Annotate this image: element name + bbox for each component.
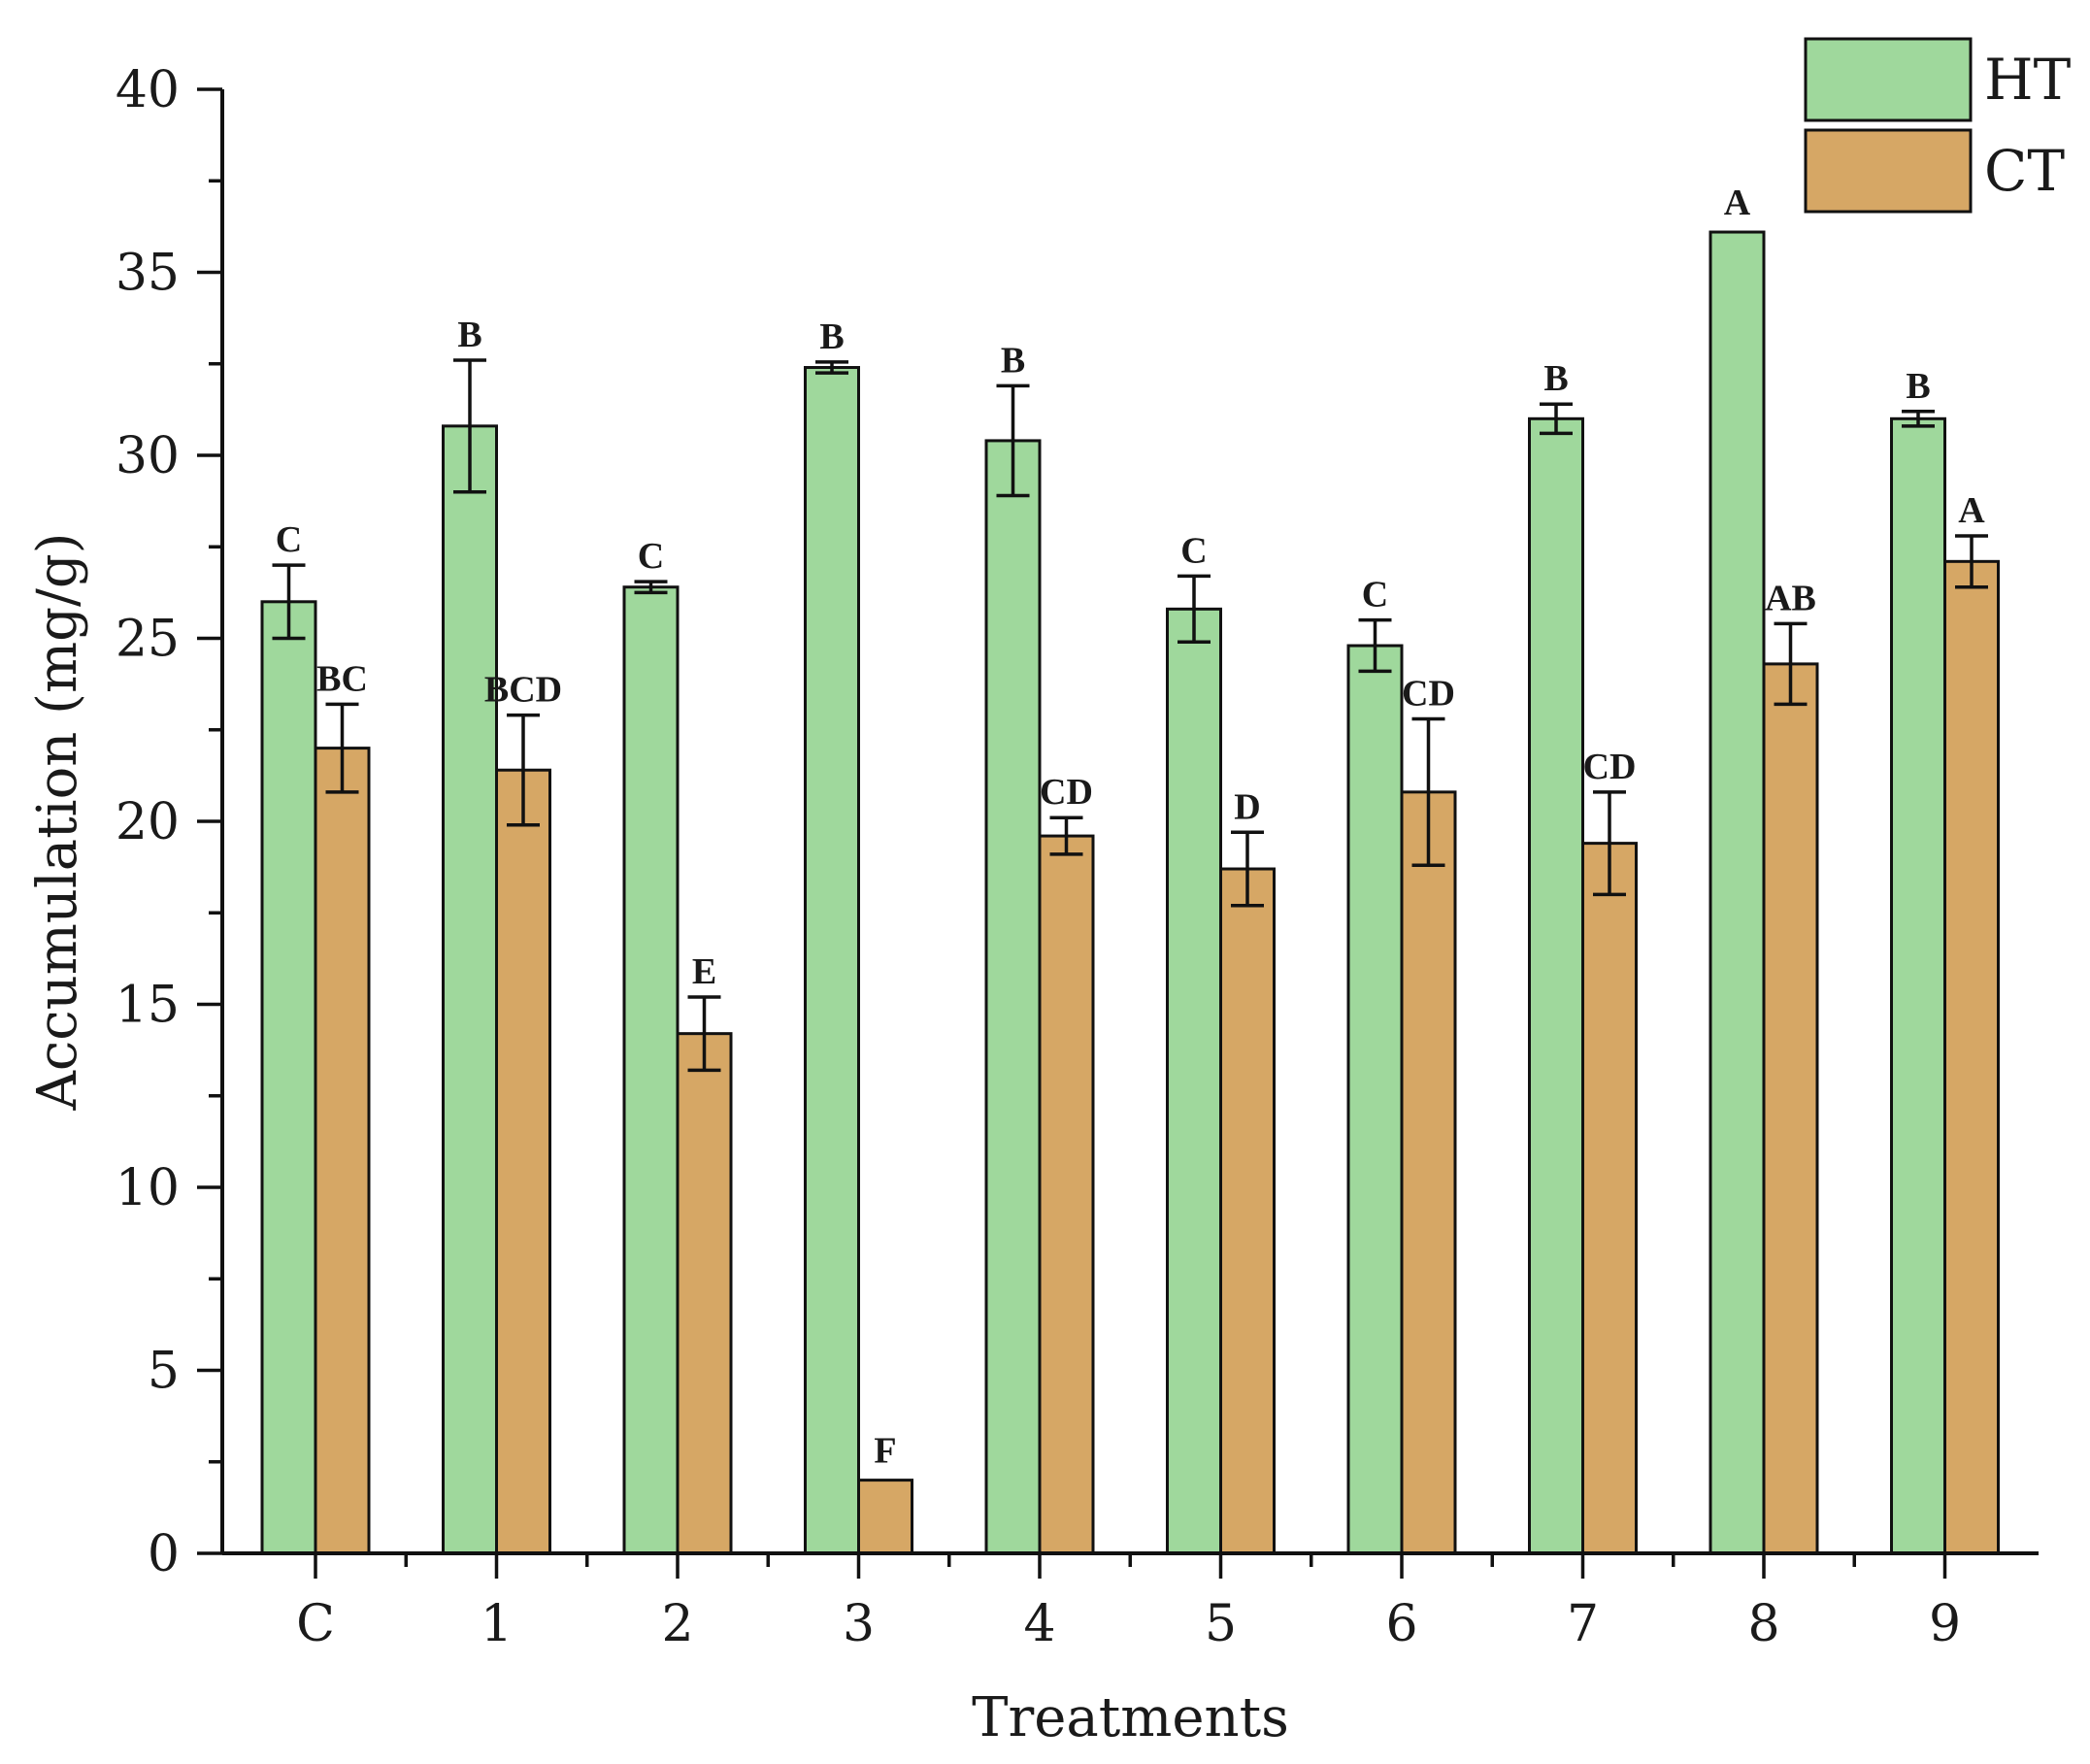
sig-label-ct-8: AB	[1765, 578, 1816, 618]
legend-label-ct: CT	[1984, 138, 2065, 204]
bar-ct-1	[495, 768, 551, 1555]
legend-swatch-ct	[1804, 128, 1973, 214]
x-tick-label: 1	[481, 1595, 513, 1653]
sig-label-ct-1: BCD	[484, 670, 562, 711]
sig-label-ht-6: C	[1362, 575, 1388, 616]
sig-label-ct-4: CD	[1040, 772, 1093, 813]
y-tick-label: 0	[148, 1525, 180, 1583]
y-tick-label: 30	[116, 427, 180, 485]
bars	[260, 230, 2000, 1555]
sig-label-ht-3: B	[819, 316, 844, 357]
y-tick-label: 35	[116, 245, 180, 303]
sig-label-ct-2: E	[692, 951, 716, 992]
bar-ht-6	[1346, 644, 1404, 1555]
sig-label-ht-1: B	[457, 315, 481, 355]
y-tick-label: 20	[116, 793, 180, 851]
sig-label-ct-9: A	[1958, 490, 1985, 531]
sig-label-ht-7: B	[1543, 358, 1568, 399]
bar-ct-6	[1400, 790, 1457, 1555]
bar-ct-3	[857, 1479, 913, 1555]
bar-ht-8	[1708, 230, 1766, 1555]
sig-label-ht-5: C	[1180, 530, 1207, 571]
x-tick-label: 7	[1567, 1595, 1599, 1653]
bar-ct-C	[314, 747, 371, 1555]
bar-ht-7	[1528, 416, 1584, 1555]
bar-ct-2	[676, 1032, 733, 1555]
bar-ct-4	[1038, 834, 1095, 1555]
x-tick-label: 8	[1747, 1595, 1779, 1653]
y-tick-label: 5	[148, 1343, 180, 1401]
sig-label-ct-C: BC	[316, 658, 368, 699]
y-tick-label: 10	[116, 1159, 180, 1217]
x-tick-label: 6	[1385, 1595, 1417, 1653]
bar-ct-7	[1581, 842, 1638, 1555]
x-tick-label: 5	[1205, 1595, 1237, 1653]
bar-ht-3	[804, 366, 860, 1555]
error-bars	[272, 358, 1988, 1073]
y-axis-title: Accumulation (mg/g)	[26, 532, 89, 1111]
bar-ht-2	[622, 585, 680, 1555]
x-tick-label: 9	[1929, 1595, 1961, 1653]
legend-label-ht: HT	[1984, 47, 2072, 113]
y-tick-label: 25	[116, 611, 180, 669]
sig-label-ct-5: D	[1234, 786, 1260, 827]
bar-ct-9	[1943, 559, 2000, 1555]
bar-ht-9	[1890, 416, 1946, 1555]
bar-ct-8	[1762, 662, 1819, 1555]
y-tick-label: 40	[116, 61, 180, 119]
sig-label-ct-3: F	[874, 1431, 896, 1472]
x-tick-label: 4	[1023, 1595, 1055, 1653]
bar-ct-5	[1219, 867, 1276, 1555]
y-tick-label: 15	[116, 977, 180, 1035]
sig-label-ct-6: CD	[1402, 673, 1455, 714]
x-tick-label: 3	[843, 1595, 875, 1653]
sig-label-ht-9: B	[1906, 366, 1930, 407]
x-axis-title: Treatments	[972, 1686, 1289, 1749]
x-tick-label: 2	[661, 1595, 693, 1653]
bar-ht-C	[260, 600, 317, 1555]
x-axis-ticks: C 1 2 3 4 5 6 7 8 9	[296, 1553, 1961, 1653]
sig-label-ht-8: A	[1724, 183, 1751, 223]
y-axis-ticks: 0 5 10 15 20 25 30 35 40	[116, 61, 222, 1583]
sig-label-ct-7: CD	[1583, 747, 1637, 787]
sig-label-ht-4: B	[1001, 340, 1025, 381]
bar-ht-4	[984, 439, 1042, 1555]
bar-ht-1	[442, 424, 498, 1555]
sig-label-ht-2: C	[638, 536, 664, 577]
sig-label-ht-C: C	[276, 519, 302, 560]
bar-ht-5	[1166, 607, 1222, 1555]
legend: HT CT	[1804, 37, 2072, 214]
legend-swatch-ht	[1804, 37, 1973, 122]
x-tick-label: C	[296, 1595, 335, 1653]
